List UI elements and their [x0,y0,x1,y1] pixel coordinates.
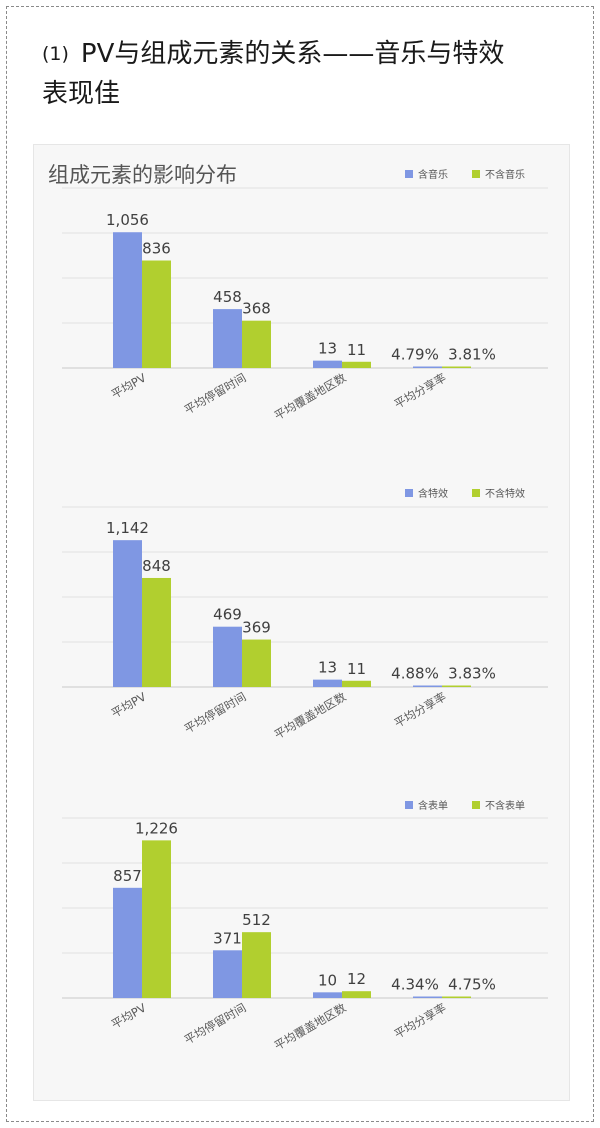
section-heading: (1) PV与组成元素的关系——音乐与特效 表现佳 [42,34,572,114]
frame-border-bottom [6,1121,594,1122]
data-label: 11 [347,660,366,678]
category-label: 平均停留时间 [182,689,249,736]
bar [213,950,242,998]
data-label: 369 [242,619,271,637]
bar [113,540,142,687]
bar [213,309,242,368]
frame-border-top [6,6,594,7]
data-label: 848 [142,557,171,575]
heading-line-2: 表现佳 [42,79,121,109]
data-label: 3.83% [448,665,496,683]
category-label: 平均停留时间 [182,370,249,417]
bar [113,887,142,998]
data-label: 13 [318,659,337,677]
data-label: 1,226 [135,819,178,837]
category-label: 平均停留时间 [182,1000,249,1047]
data-label: 4.75% [448,976,496,994]
data-label: 469 [213,606,242,624]
category-label: 平均PV [109,370,149,401]
bar [342,361,371,368]
bar [442,685,471,687]
bar [342,680,371,687]
bar [442,996,471,998]
legend-swatch [472,801,480,809]
category-label: 平均覆盖地区数 [272,1000,349,1053]
legend-swatch [405,170,413,178]
chart-title: 组成元素的影响分布 [48,163,237,187]
bar [142,577,171,687]
legend-label: 不含特效 [485,487,525,500]
bar [313,679,342,687]
bar [113,232,142,368]
data-label: 3.81% [448,346,496,364]
legend-swatch [405,489,413,497]
bar [242,639,271,687]
data-label: 4.88% [391,665,439,683]
legend-swatch [472,170,480,178]
data-label: 13 [318,340,337,358]
heading-line-1: PV与组成元素的关系——音乐与特效 [80,39,505,69]
category-label: 平均PV [109,689,149,720]
data-label: 836 [142,240,171,258]
legend-label: 不含音乐 [485,168,525,181]
frame-border-left [6,6,7,1122]
legend-swatch [472,489,480,497]
bar [413,996,442,998]
bar [413,685,442,687]
bar [313,360,342,368]
category-label: 平均分享率 [392,1000,449,1041]
bar [142,840,171,998]
category-label: 平均PV [109,1000,149,1031]
bar [213,626,242,687]
data-label: 512 [242,911,271,929]
data-label: 11 [347,341,366,359]
bar [413,366,442,368]
data-label: 458 [213,288,242,306]
category-label: 平均分享率 [392,689,449,730]
legend-swatch [405,801,413,809]
bar [242,320,271,368]
data-label: 371 [213,929,242,947]
bar [142,260,171,368]
data-label: 10 [318,971,337,989]
data-label: 1,142 [106,519,149,537]
legend-label: 含特效 [418,487,448,500]
frame-border-right [593,6,594,1122]
bar [342,991,371,998]
data-label: 857 [113,867,142,885]
data-label: 368 [242,300,271,318]
bar [313,992,342,998]
data-label: 4.79% [391,346,439,364]
data-label: 12 [347,970,366,988]
bar [442,366,471,368]
data-label: 4.34% [391,976,439,994]
category-label: 平均分享率 [392,370,449,411]
legend-label: 不含表单 [485,799,525,812]
legend-label: 含音乐 [418,168,448,181]
bar [242,932,271,998]
category-label: 平均覆盖地区数 [272,689,349,742]
heading-number: (1) [42,43,69,65]
data-label: 1,056 [106,211,149,229]
legend-label: 含表单 [418,799,448,812]
category-label: 平均覆盖地区数 [272,370,349,423]
